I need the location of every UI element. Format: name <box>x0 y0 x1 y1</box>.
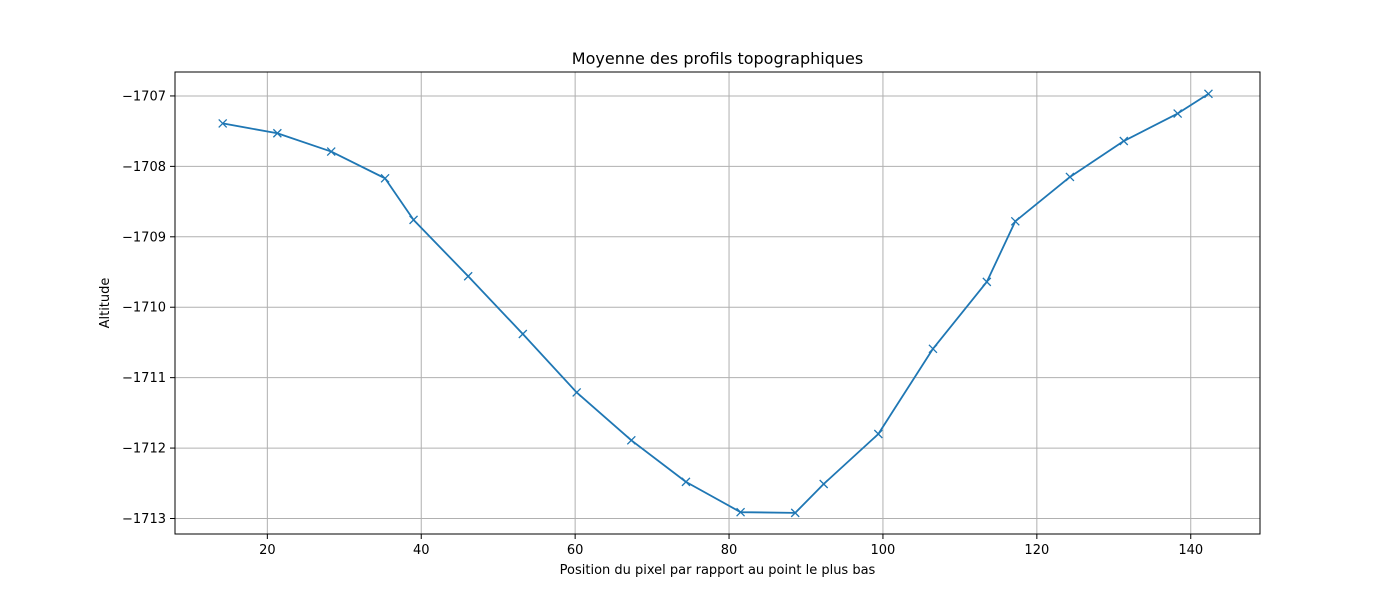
axes-frame <box>174 71 1261 535</box>
data-point-marker <box>1203 89 1213 99</box>
chart-title: Moyenne des profils topographiques <box>572 49 863 68</box>
y-tick-label: −1709 <box>122 230 166 245</box>
x-axis-label: Position du pixel par rapport au point l… <box>560 563 876 578</box>
x-tick-label: 80 <box>721 543 738 558</box>
series-layer <box>218 89 1213 518</box>
data-point-marker <box>1173 109 1183 119</box>
y-tick-label: −1712 <box>122 442 166 457</box>
y-tick-label: −1710 <box>122 301 166 316</box>
data-point-marker <box>326 147 336 157</box>
y-tick-label: −1707 <box>122 89 166 104</box>
data-point-marker <box>409 215 419 225</box>
data-point-marker <box>1065 172 1075 182</box>
x-tick-label: 120 <box>1024 543 1049 558</box>
y-tick-label: −1713 <box>122 512 166 527</box>
data-point-marker <box>736 507 746 517</box>
data-point-marker <box>873 429 883 439</box>
data-point-marker <box>380 173 390 183</box>
data-point-marker <box>626 435 636 445</box>
grid <box>175 72 1260 534</box>
data-point-marker <box>518 329 528 339</box>
x-tick-label: 100 <box>871 543 896 558</box>
data-point-marker <box>681 477 691 487</box>
data-point-marker <box>572 387 582 397</box>
x-tick-label: 60 <box>567 543 584 558</box>
data-point-marker <box>272 128 282 138</box>
data-point-marker <box>982 277 992 287</box>
data-point-marker <box>1010 216 1020 226</box>
y-tick-label: −1708 <box>122 160 166 175</box>
x-tick-label: 40 <box>413 543 430 558</box>
data-point-marker <box>819 479 829 489</box>
y-axis-label: Altitude <box>98 278 113 329</box>
ticks: 20 40 60 80 100 120 140 −1713 −1712 −1711 −1710 −17… <box>122 89 1203 558</box>
data-point-marker <box>928 344 938 354</box>
data-point-marker <box>218 118 228 128</box>
x-tick-label: 20 <box>259 543 276 558</box>
y-tick-label: −1711 <box>122 371 166 386</box>
data-point-marker <box>1119 136 1129 146</box>
data-point-marker <box>463 271 473 281</box>
x-tick-label: 140 <box>1178 543 1203 558</box>
data-point-marker <box>790 508 800 518</box>
